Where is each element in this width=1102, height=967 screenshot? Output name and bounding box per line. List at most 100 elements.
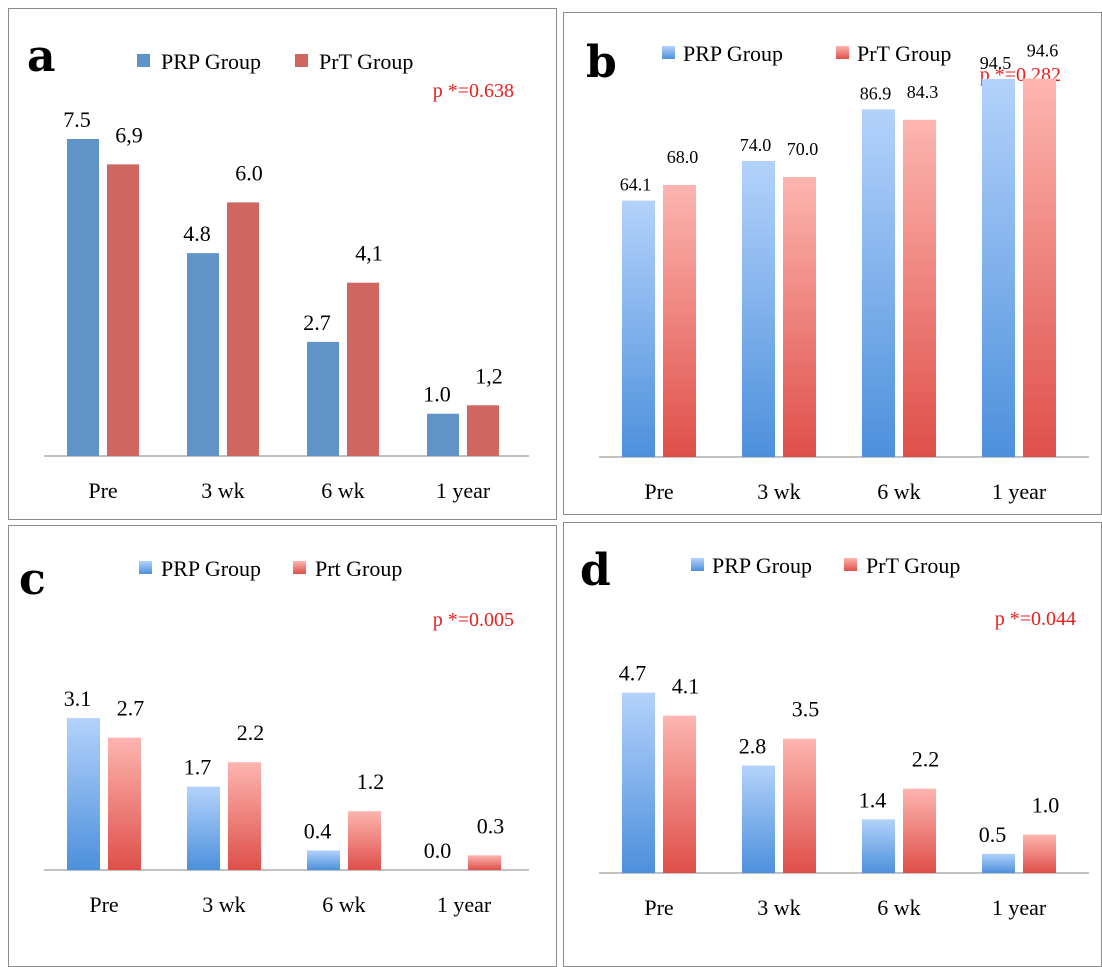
bar-a-0-3 [427, 413, 459, 456]
bar-c-1-0 [108, 737, 141, 870]
category-label-c-1: 3 wk [202, 892, 245, 917]
category-label-d-2: 6 wk [877, 895, 920, 920]
data-label-d-1-0: 4.1 [672, 674, 700, 699]
data-label-c-0-2: 0.4 [304, 818, 332, 843]
data-label-a-1-3: 1,2 [475, 363, 503, 388]
data-label-b-1-1: 70.0 [787, 139, 819, 159]
category-label-d-0: Pre [644, 895, 673, 920]
chart-panel-b: b PRP Group PrT Group p *=0.282 64.1 68.0 Pre 7… [563, 12, 1102, 515]
data-label-c-0-0: 3.1 [64, 686, 92, 711]
legend-swatch-c-1 [293, 561, 306, 574]
bar-b-1-3 [1023, 78, 1056, 457]
chart-panel-a: a PRP Group PrT Group p *=0.638 7.5 6,9 Pre 4.8… [8, 8, 557, 520]
panel-letter-a: a [27, 31, 56, 82]
legend-swatch-d-0 [691, 558, 704, 571]
bar-c-0-0 [67, 718, 100, 870]
data-label-a-0-3: 1.0 [423, 382, 451, 407]
bar-c-0-2 [307, 850, 340, 870]
legend-label-a-1: PrT Group [319, 49, 413, 74]
bar-d-0-3 [982, 853, 1015, 873]
bar-a-0-0 [67, 139, 99, 456]
bar-a-0-2 [307, 341, 339, 456]
panel-letter-b: b [586, 37, 617, 88]
data-label-a-0-1: 4.8 [183, 221, 211, 246]
bar-b-1-2 [903, 119, 936, 458]
legend-label-c-1: Prt Group [315, 556, 402, 581]
bar-a-0-1 [187, 253, 219, 456]
panel-letter-d: d [580, 545, 611, 596]
bar-b-1-0 [663, 185, 696, 457]
bar-d-1-0 [663, 715, 696, 873]
legend-swatch-c-0 [139, 561, 152, 574]
category-label-c-3: 1 year [437, 892, 492, 917]
bar-c-1-3 [468, 855, 501, 870]
category-label-c-0: Pre [89, 892, 118, 917]
p-value-a: p *=0.638 [433, 80, 514, 102]
legend-label-d-0: PRP Group [712, 553, 812, 578]
data-label-a-0-2: 2.7 [303, 310, 331, 335]
chart-a-svg: a PRP Group PrT Group p *=0.638 7.5 6,9 Pre 4.8… [27, 31, 529, 503]
data-label-b-0-0: 64.1 [620, 175, 652, 195]
bar-b-0-1 [742, 161, 775, 457]
data-label-b-1-3: 94.6 [1027, 41, 1059, 61]
category-label-d-1: 3 wk [757, 895, 800, 920]
legend-swatch-b-1 [836, 46, 849, 59]
bar-d-1-1 [783, 738, 816, 873]
bar-b-1-1 [783, 177, 816, 457]
category-label-a-0: Pre [88, 478, 117, 503]
p-value-d: p *=0.044 [995, 608, 1076, 630]
data-label-a-1-2: 4,1 [355, 241, 383, 266]
data-label-d-1-3: 1.0 [1032, 793, 1060, 818]
category-label-b-2: 6 wk [877, 479, 920, 504]
data-label-c-1-1: 2.2 [237, 720, 265, 745]
bar-d-0-2 [862, 819, 895, 873]
bar-a-1-1 [227, 202, 259, 456]
bar-b-0-0 [622, 200, 655, 457]
bar-a-1-0 [107, 164, 139, 457]
legend-label-a-0: PRP Group [161, 49, 261, 74]
data-label-d-1-2: 2.2 [912, 747, 940, 772]
data-label-a-0-0: 7.5 [63, 107, 91, 132]
data-label-c-0-1: 1.7 [184, 755, 212, 780]
chart-panel-c: c PRP Group Prt Group p *=0.005 3.1 2.7 Pre 1.7… [8, 525, 557, 967]
category-label-a-1: 3 wk [201, 478, 244, 503]
bar-b-0-3 [982, 79, 1015, 457]
bar-a-1-3 [467, 405, 499, 456]
data-label-b-0-2: 86.9 [860, 83, 892, 103]
bar-b-0-2 [862, 109, 895, 458]
bar-d-0-0 [622, 692, 655, 873]
legend-swatch-d-1 [844, 558, 857, 571]
data-label-a-1-0: 6,9 [115, 122, 143, 147]
data-label-d-1-1: 3.5 [792, 697, 820, 722]
legend-swatch-a-1 [295, 54, 308, 67]
legend-label-d-1: PrT Group [866, 553, 960, 578]
data-label-c-1-2: 1.2 [357, 769, 385, 794]
legend-swatch-a-0 [137, 54, 150, 67]
category-label-a-3: 1 year [436, 478, 491, 503]
legend-label-b-0: PRP Group [683, 41, 783, 66]
data-label-d-0-1: 2.8 [739, 734, 767, 759]
bar-d-1-3 [1023, 834, 1056, 873]
bar-c-1-2 [348, 811, 381, 870]
chart-c-svg: c PRP Group Prt Group p *=0.005 3.1 2.7 Pre 1.7… [19, 554, 529, 917]
category-label-c-2: 6 wk [322, 892, 365, 917]
chart-panel-d: d PRP Group PrT Group p *=0.044 4.7 4.1 Pre 2.8… [563, 522, 1102, 967]
data-label-c-1-0: 2.7 [117, 696, 145, 721]
data-label-b-0-1: 74.0 [740, 135, 772, 155]
data-label-b-1-0: 68.0 [667, 147, 699, 167]
data-label-a-1-1: 6.0 [235, 160, 263, 185]
category-label-b-3: 1 year [992, 479, 1047, 504]
category-label-d-3: 1 year [992, 895, 1047, 920]
bar-a-1-2 [347, 282, 379, 456]
data-label-d-0-2: 1.4 [859, 787, 887, 812]
legend-label-c-0: PRP Group [161, 556, 261, 581]
data-label-d-0-0: 4.7 [619, 661, 647, 686]
category-label-a-2: 6 wk [321, 478, 364, 503]
panel-letter-c: c [19, 554, 46, 605]
legend-label-b-1: PrT Group [857, 41, 951, 66]
category-label-b-1: 3 wk [757, 479, 800, 504]
data-label-d-0-3: 0.5 [979, 822, 1007, 847]
chart-d-svg: d PRP Group PrT Group p *=0.044 4.7 4.1 Pre 2.8… [580, 545, 1089, 920]
bar-d-0-1 [742, 765, 775, 873]
